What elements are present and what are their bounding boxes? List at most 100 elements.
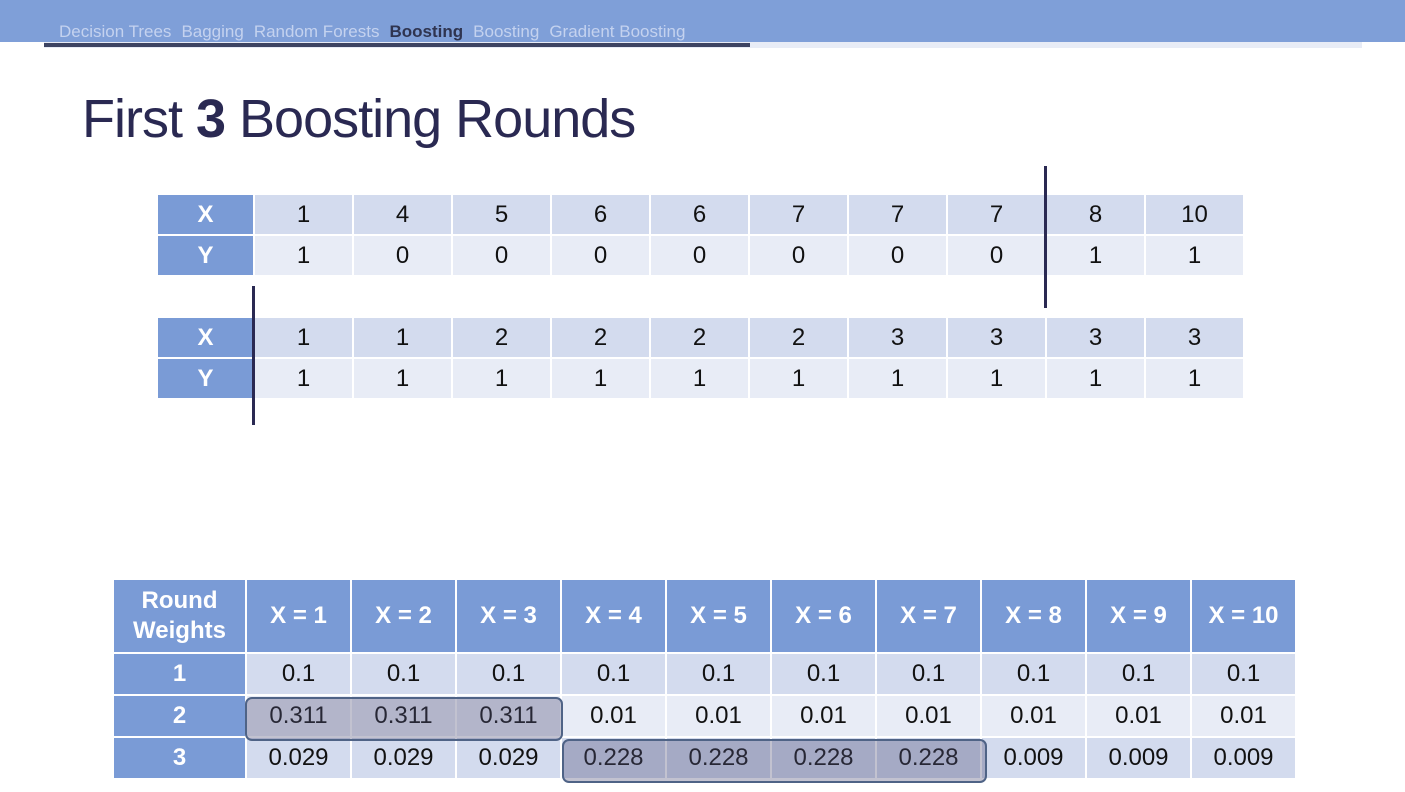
round-weights-table: Round Weights X = 1 X = 2 X = 3 X = 4 X =… xyxy=(112,578,1297,780)
split-line-round-2 xyxy=(252,286,255,425)
split-line-round-1 xyxy=(1044,166,1047,308)
round-label: 2 xyxy=(114,696,245,736)
table-cell: 1 xyxy=(255,236,352,275)
weight-cell: 0.029 xyxy=(247,738,350,778)
column-header: X = 1 xyxy=(247,580,350,652)
table-cell: 1 xyxy=(948,359,1045,398)
table-cell: 2 xyxy=(453,318,550,357)
nav-item-boosting[interactable]: Boosting xyxy=(473,22,540,41)
table-row: 2 0.311 0.311 0.311 0.01 0.01 0.01 0.01 … xyxy=(114,696,1295,736)
table-cell: 8 xyxy=(1047,195,1144,234)
weight-cell: 0.228 xyxy=(562,738,665,778)
row-header-y: Y xyxy=(158,359,253,398)
table-cell: 10 xyxy=(1146,195,1243,234)
table-row-y: Y 1 0 0 0 0 0 0 0 1 1 xyxy=(158,236,1243,275)
highlight-round-2-misclassified xyxy=(245,697,563,741)
weight-cell: 0.228 xyxy=(877,738,980,778)
table-cell: 3 xyxy=(948,318,1045,357)
weight-cell: 0.228 xyxy=(667,738,770,778)
column-header: X = 10 xyxy=(1192,580,1295,652)
weight-cell: 0.1 xyxy=(247,654,350,694)
section-nav: Decision Trees Bagging Random Forests Bo… xyxy=(59,22,685,42)
weight-cell: 0.1 xyxy=(352,654,455,694)
weight-cell: 0.1 xyxy=(667,654,770,694)
column-header: X = 7 xyxy=(877,580,980,652)
xy-table-round-1: X 1 4 5 6 6 7 7 7 8 10 Y 1 0 0 0 0 0 0 0… xyxy=(156,193,1245,277)
nav-item-bagging[interactable]: Bagging xyxy=(181,22,244,41)
nav-item-decision-trees[interactable]: Decision Trees xyxy=(59,22,172,41)
weight-cell: 0.009 xyxy=(1192,738,1295,778)
title-number: 3 xyxy=(195,89,226,149)
column-header: X = 6 xyxy=(772,580,875,652)
table-cell: 1 xyxy=(849,359,946,398)
weight-cell: 0.029 xyxy=(352,738,455,778)
weight-cell: 0.1 xyxy=(982,654,1085,694)
weight-cell: 0.311 xyxy=(352,696,455,736)
corner-header: Round Weights xyxy=(114,580,245,652)
nav-item-random-forests[interactable]: Random Forests xyxy=(253,22,380,41)
weight-cell: 0.029 xyxy=(457,738,560,778)
table-cell: 1 xyxy=(1146,359,1243,398)
table-cell: 1 xyxy=(1047,236,1144,275)
nav-item-boosting-active[interactable]: Boosting xyxy=(389,22,464,41)
table-cell: 0 xyxy=(453,236,550,275)
nav-item-gradient-boosting[interactable]: Gradient Boosting xyxy=(549,22,686,41)
round-label: 1 xyxy=(114,654,245,694)
table-cell: 1 xyxy=(255,195,352,234)
page-title: First 3 Boosting Rounds xyxy=(82,88,636,150)
table-cell: 2 xyxy=(552,318,649,357)
table-cell: 6 xyxy=(651,195,748,234)
table-cell: 0 xyxy=(849,236,946,275)
table-header-row: Round Weights X = 1 X = 2 X = 3 X = 4 X =… xyxy=(114,580,1295,652)
table-cell: 1 xyxy=(750,359,847,398)
table-cell: 1 xyxy=(255,359,352,398)
row-header-y: Y xyxy=(158,236,253,275)
weight-cell: 0.01 xyxy=(1087,696,1190,736)
weight-cell: 0.01 xyxy=(982,696,1085,736)
weight-cell: 0.01 xyxy=(1192,696,1295,736)
weight-cell: 0.1 xyxy=(562,654,665,694)
column-header: X = 3 xyxy=(457,580,560,652)
table-cell: 0 xyxy=(552,236,649,275)
weight-cell: 0.1 xyxy=(772,654,875,694)
table-row-x: X 1 4 5 6 6 7 7 7 8 10 xyxy=(158,195,1243,234)
column-header: X = 9 xyxy=(1087,580,1190,652)
table-cell: 0 xyxy=(651,236,748,275)
table-cell: 3 xyxy=(1146,318,1243,357)
title-suffix: Boosting Rounds xyxy=(225,89,636,149)
table-row: 3 0.029 0.029 0.029 0.228 0.228 0.228 0.… xyxy=(114,738,1295,778)
table-cell: 0 xyxy=(354,236,451,275)
table-cell: 1 xyxy=(354,318,451,357)
weight-cell: 0.311 xyxy=(247,696,350,736)
table-cell: 1 xyxy=(255,318,352,357)
weight-cell: 0.01 xyxy=(877,696,980,736)
table-row: 1 0.1 0.1 0.1 0.1 0.1 0.1 0.1 0.1 0.1 0.… xyxy=(114,654,1295,694)
weight-cell: 0.009 xyxy=(982,738,1085,778)
table-row-x: X 1 1 2 2 2 2 3 3 3 3 xyxy=(158,318,1243,357)
row-header-x: X xyxy=(158,195,253,234)
table-cell: 1 xyxy=(552,359,649,398)
table-cell: 4 xyxy=(354,195,451,234)
round-label: 3 xyxy=(114,738,245,778)
weight-cell: 0.1 xyxy=(1192,654,1295,694)
corner-line-2: Weights xyxy=(133,617,226,644)
weight-cell: 0.01 xyxy=(562,696,665,736)
table-cell: 3 xyxy=(1047,318,1144,357)
table-cell: 7 xyxy=(750,195,847,234)
table-cell: 7 xyxy=(849,195,946,234)
table-cell: 2 xyxy=(750,318,847,357)
table-cell: 7 xyxy=(948,195,1045,234)
table-cell: 1 xyxy=(453,359,550,398)
table-cell: 1 xyxy=(354,359,451,398)
xy-table-round-2: X 1 1 2 2 2 2 3 3 3 3 Y 1 1 1 1 1 1 1 1 … xyxy=(156,316,1245,400)
table-row-y: Y 1 1 1 1 1 1 1 1 1 1 xyxy=(158,359,1243,398)
table-cell: 5 xyxy=(453,195,550,234)
table-cell: 0 xyxy=(948,236,1045,275)
table-cell: 1 xyxy=(1146,236,1243,275)
title-prefix: First xyxy=(82,89,196,149)
corner-line-1: Round xyxy=(141,587,218,614)
weight-cell: 0.009 xyxy=(1087,738,1190,778)
table-cell: 1 xyxy=(651,359,748,398)
nav-progress xyxy=(44,43,750,47)
weight-cell: 0.311 xyxy=(457,696,560,736)
